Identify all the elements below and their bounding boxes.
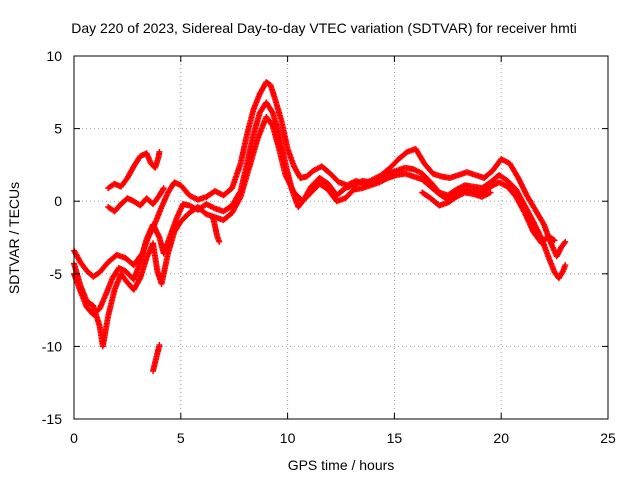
x-tick-label: 5 — [177, 430, 185, 446]
y-tick-label: -5 — [50, 266, 63, 282]
data-point-plus — [160, 185, 167, 192]
data-point-plus — [550, 236, 557, 243]
data-point-plus — [562, 262, 569, 269]
data-point-plus — [136, 276, 143, 283]
data-point-plus — [562, 238, 569, 245]
y-axis-label: SDTVAR / TECUs — [6, 182, 22, 294]
x-axis-label: GPS time / hours — [288, 457, 395, 473]
chart-title: Day 220 of 2023, Sidereal Day-to-day VTE… — [71, 20, 577, 36]
y-tick-label: 5 — [54, 121, 62, 137]
data-point-plus — [156, 148, 163, 155]
plot-frame — [73, 55, 609, 420]
y-tick-label: 0 — [54, 193, 62, 209]
y-tick-label: -10 — [42, 338, 62, 354]
x-tick-label: 0 — [70, 430, 78, 446]
x-tick-label: 10 — [280, 430, 296, 446]
data-point-plus — [160, 186, 166, 193]
data-point-plus — [551, 237, 558, 244]
data-point-plus — [156, 341, 163, 348]
x-tick-label: 25 — [600, 430, 616, 446]
data-point-plus — [561, 240, 568, 247]
data-point-plus — [487, 189, 494, 196]
data-point-plus — [216, 238, 223, 245]
x-tick-label: 15 — [387, 430, 403, 446]
axis-ticks: 0 5 10 15 20 25 -15 -10 -5 0 5 10 — [42, 48, 616, 446]
x-tick-label: 20 — [493, 430, 509, 446]
data-points — [71, 79, 569, 375]
y-tick-label: -15 — [42, 411, 62, 427]
y-tick-label: 10 — [46, 48, 62, 64]
data-point-plus — [268, 108, 275, 115]
